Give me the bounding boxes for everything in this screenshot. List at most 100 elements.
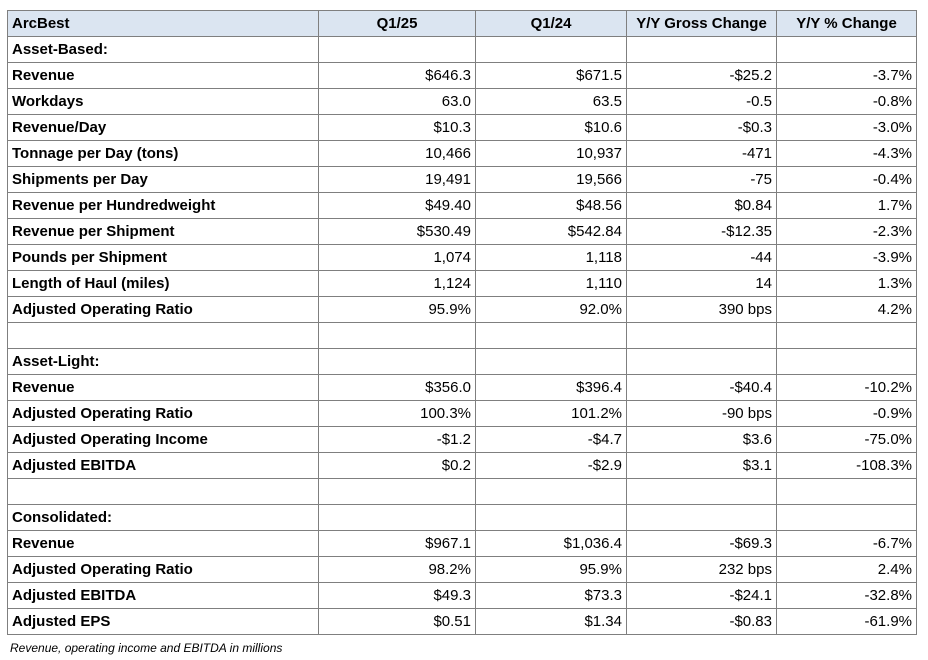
metric-label: Revenue per Hundredweight [7,192,319,219]
table-row: Pounds per Shipment 1,074 1,118 -44 -3.9% [7,244,917,271]
gross-change-value: -$69.3 [626,530,777,557]
table-row: Revenue per Hundredweight $49.40 $48.56 $0.… [7,192,917,219]
gross-change-value: 232 bps [626,556,777,583]
q1-25-value: $0.2 [318,452,476,479]
q1-24-value: 10,937 [475,140,627,167]
financial-results-table: ArcBest Q1/25 Q1/24 Y/Y Gross Change Y/Y… [7,10,917,635]
empty-cell [626,36,777,63]
empty-cell [626,348,777,375]
section-header-row: Consolidated: [7,504,917,531]
pct-change-value: 1.3% [776,270,917,297]
q1-24-value: $1.34 [475,608,627,635]
empty-cell [318,322,476,349]
pct-change-value: -108.3% [776,452,917,479]
metric-label: Revenue per Shipment [7,218,319,245]
q1-25-value: 1,074 [318,244,476,271]
empty-cell [626,478,777,505]
pct-change-value: -2.3% [776,218,917,245]
pct-change-value: -61.9% [776,608,917,635]
q1-25-value: 63.0 [318,88,476,115]
pct-change-value: -10.2% [776,374,917,401]
q1-25-value: 100.3% [318,400,476,427]
empty-cell [776,36,917,63]
gross-change-value: -75 [626,166,777,193]
metric-label: Shipments per Day [7,166,319,193]
section-label: Asset-Light: [7,348,319,375]
pct-change-value: 2.4% [776,556,917,583]
header-row: ArcBest Q1/25 Q1/24 Y/Y Gross Change Y/Y… [7,10,917,37]
empty-cell [318,348,476,375]
pct-change-value: -3.0% [776,114,917,141]
gross-change-value: $3.1 [626,452,777,479]
q1-24-value: $10.6 [475,114,627,141]
empty-cell [318,478,476,505]
pct-change-value: -75.0% [776,426,917,453]
empty-cell [475,504,627,531]
empty-cell [776,322,917,349]
q1-24-value: 1,118 [475,244,627,271]
pct-change-value: -32.8% [776,582,917,609]
gross-change-value: -$0.3 [626,114,777,141]
header-gross-change: Y/Y Gross Change [626,10,777,37]
q1-24-value: 92.0% [475,296,627,323]
empty-cell [776,504,917,531]
pct-change-value: -6.7% [776,530,917,557]
table-row: Workdays 63.0 63.5 -0.5 -0.8% [7,88,917,115]
gross-change-value: -471 [626,140,777,167]
q1-24-value: 19,566 [475,166,627,193]
table-row: Revenue $646.3 $671.5 -$25.2 -3.7% [7,62,917,89]
q1-25-value: 95.9% [318,296,476,323]
q1-25-value: $356.0 [318,374,476,401]
gross-change-value: -$40.4 [626,374,777,401]
table-row: Adjusted EBITDA $0.2 -$2.9 $3.1 -108.3% [7,452,917,479]
q1-24-value: -$2.9 [475,452,627,479]
empty-cell [318,504,476,531]
q1-25-value: $10.3 [318,114,476,141]
table-row: Revenue per Shipment $530.49 $542.84 -$12.3… [7,218,917,245]
empty-cell [626,504,777,531]
gross-change-value: -$24.1 [626,582,777,609]
empty-cell [776,478,917,505]
empty-cell [626,322,777,349]
metric-label: Revenue [7,62,319,89]
metric-label: Pounds per Shipment [7,244,319,271]
table-row: Adjusted Operating Ratio 98.2% 95.9% 232 bp… [7,556,917,583]
pct-change-value: -3.9% [776,244,917,271]
table-row: Length of Haul (miles) 1,124 1,110 14 1.3% [7,270,917,297]
q1-25-value: $49.40 [318,192,476,219]
empty-cell [475,322,627,349]
section-header-row: Asset-Light: [7,348,917,375]
q1-24-value: 63.5 [475,88,627,115]
table-row: Shipments per Day 19,491 19,566 -75 -0.4% [7,166,917,193]
table-row: Revenue $967.1 $1,036.4 -$69.3 -6.7% [7,530,917,557]
table-row: Adjusted EPS $0.51 $1.34 -$0.83 -61.9% [7,608,917,635]
gross-change-value: -$12.35 [626,218,777,245]
header-company: ArcBest [7,10,319,37]
q1-24-value: -$4.7 [475,426,627,453]
section-label: Consolidated: [7,504,319,531]
gross-change-value: 14 [626,270,777,297]
gross-change-value: 390 bps [626,296,777,323]
q1-24-value: $542.84 [475,218,627,245]
header-pct-change: Y/Y % Change [776,10,917,37]
metric-label: Workdays [7,88,319,115]
table-row: Adjusted EBITDA $49.3 $73.3 -$24.1 -32.8% [7,582,917,609]
q1-25-value: $530.49 [318,218,476,245]
metric-label: Adjusted Operating Ratio [7,556,319,583]
pct-change-value: -0.4% [776,166,917,193]
gross-change-value: -$25.2 [626,62,777,89]
section-label: Asset-Based: [7,36,319,63]
empty-cell [475,478,627,505]
q1-24-value: 95.9% [475,556,627,583]
q1-25-value: 10,466 [318,140,476,167]
pct-change-value: -0.8% [776,88,917,115]
metric-label: Adjusted EPS [7,608,319,635]
q1-25-value: $49.3 [318,582,476,609]
gross-change-value: -90 bps [626,400,777,427]
gross-change-value: $3.6 [626,426,777,453]
pct-change-value: -0.9% [776,400,917,427]
q1-24-value: $671.5 [475,62,627,89]
q1-24-value: $48.56 [475,192,627,219]
empty-cell [7,322,319,349]
q1-25-value: $967.1 [318,530,476,557]
